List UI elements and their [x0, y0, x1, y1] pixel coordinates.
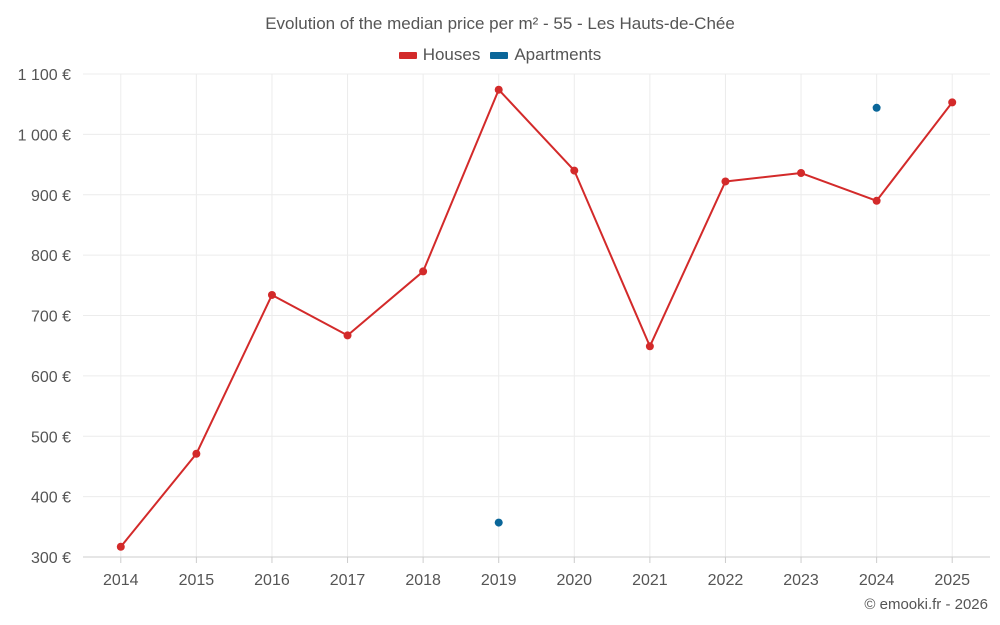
- data-point-houses[interactable]: Houses 2015: 471 €: [192, 449, 201, 458]
- y-tick-label: 400 €: [31, 490, 71, 507]
- x-tick-label: 2015: [179, 572, 215, 589]
- series-line-houses: [120, 88, 954, 548]
- data-point-houses[interactable]: Houses 2025: 1053 €: [948, 98, 957, 107]
- chart-title: Evolution of the median price per m² - 5…: [265, 14, 735, 33]
- y-tick-label: 1 100 €: [18, 67, 71, 84]
- data-point-houses[interactable]: Houses 2021: 649 €: [645, 342, 654, 351]
- y-tick-label: 600 €: [31, 369, 71, 386]
- x-tick-label: 2018: [405, 572, 441, 589]
- x-tick-label: 2016: [254, 572, 290, 589]
- data-point-houses[interactable]: Houses 2024: 890 €: [872, 196, 881, 205]
- x-tick-label: 2024: [859, 572, 895, 589]
- legend-swatch-apartments: [490, 51, 509, 59]
- data-point-apartments[interactable]: Apartments 2024: 1044 €: [872, 103, 881, 112]
- legend-label-apartments: Apartments: [514, 45, 602, 64]
- x-tick-label: 2025: [934, 572, 970, 589]
- x-tick-label: 2021: [632, 572, 668, 589]
- data-point-houses[interactable]: Houses 2019: 1074 €: [494, 85, 503, 94]
- data-point-apartments[interactable]: Apartments 2019: 357 €: [494, 518, 503, 527]
- data-point-houses[interactable]: Houses 2022: 922 €: [721, 177, 730, 186]
- x-tick-label: 2014: [103, 572, 139, 589]
- x-tick-label: 2022: [708, 572, 744, 589]
- y-tick-label: 700 €: [31, 309, 71, 326]
- data-point-houses[interactable]: Houses 2016: 734 €: [267, 290, 276, 299]
- y-tick-label: 500 €: [31, 429, 71, 446]
- data-point-houses[interactable]: Houses 2020: 940 €: [570, 166, 579, 175]
- y-tick-label: 300 €: [31, 550, 71, 567]
- x-tick-label: 2019: [481, 572, 517, 589]
- data-point-houses[interactable]: Houses 2023: 936 €: [797, 169, 806, 178]
- data-point-houses[interactable]: Houses 2018: 773 €: [419, 267, 428, 276]
- y-tick-label: 800 €: [31, 248, 71, 265]
- legend-item-apartments[interactable]: Apartments: [490, 45, 601, 65]
- x-tick-label: 2017: [330, 572, 366, 589]
- legend-item-houses[interactable]: Houses: [398, 45, 481, 65]
- legend: Houses Apartments: [0, 45, 1000, 65]
- y-tick-label: 1 000 €: [18, 127, 71, 144]
- legend-label-houses: Houses: [422, 45, 481, 64]
- x-tick-label: 2020: [556, 572, 592, 589]
- y-tick-label: 900 €: [31, 188, 71, 205]
- data-point-houses[interactable]: Houses 2017: 667 €: [343, 331, 352, 340]
- x-tick-label: 2023: [783, 572, 819, 589]
- credit: © emooki.fr - 2026: [864, 596, 988, 613]
- data-point-houses[interactable]: Houses 2014: 317 €: [116, 542, 125, 551]
- legend-swatch-houses: [398, 51, 417, 59]
